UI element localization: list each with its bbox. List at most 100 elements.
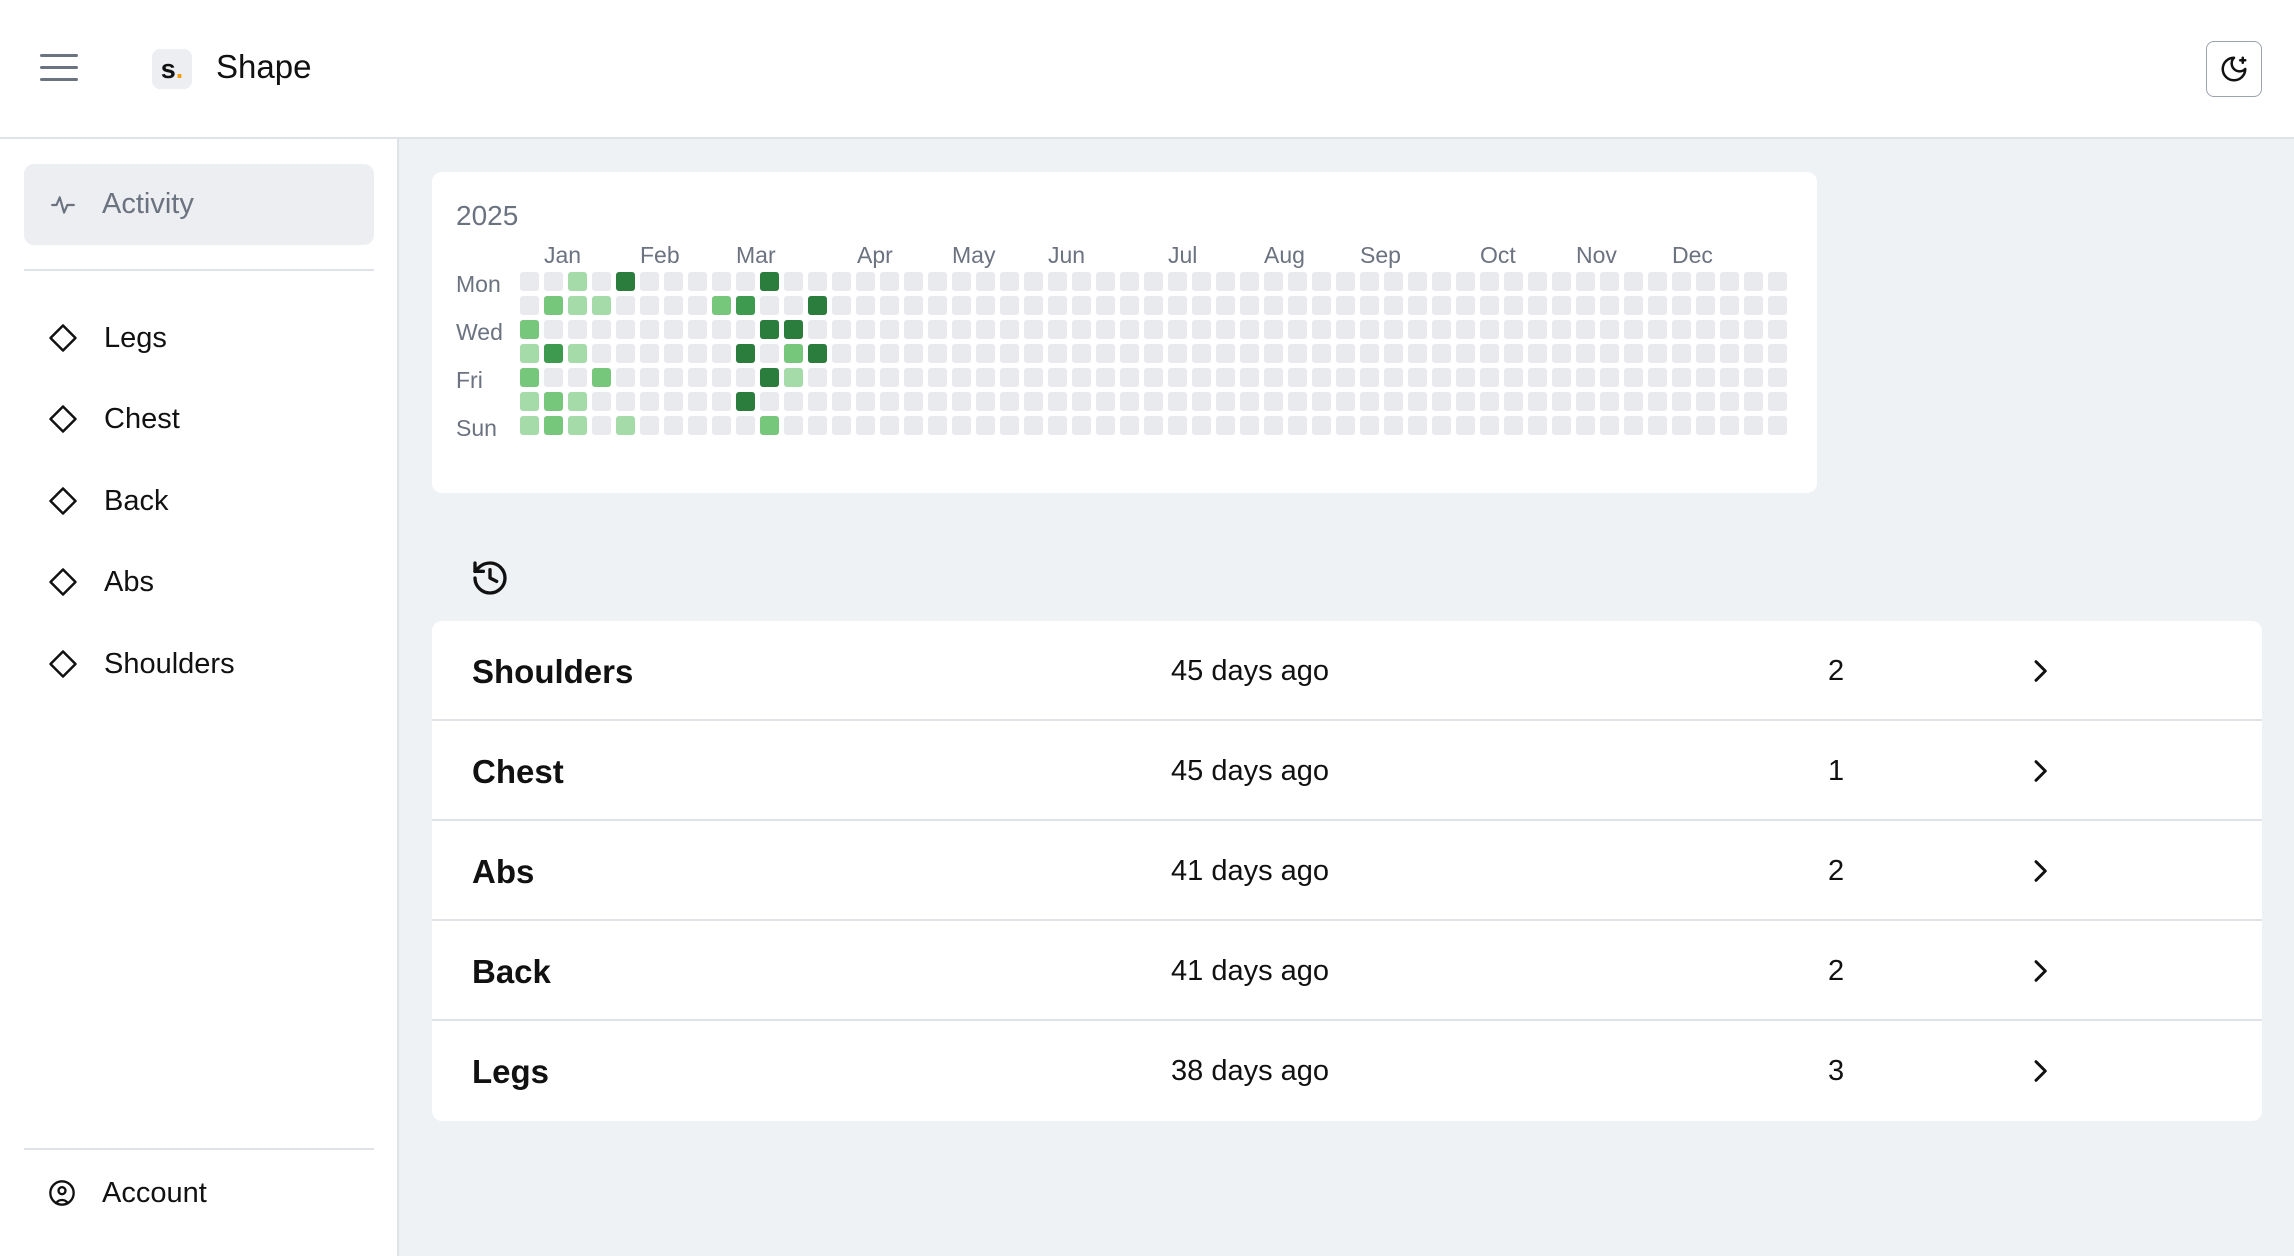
heatmap-day-cell <box>808 416 827 435</box>
heatmap-day-cell <box>1000 320 1019 339</box>
heatmap-day-cell <box>1576 392 1595 411</box>
heatmap-day-cell <box>760 344 779 363</box>
heatmap-day-cell <box>1168 320 1187 339</box>
heatmap-day-cell <box>1288 416 1307 435</box>
sidebar-item-shoulders[interactable]: Shoulders <box>24 629 374 699</box>
chevron-right-icon[interactable] <box>2024 755 2056 787</box>
heatmap-day-cell <box>616 296 635 315</box>
heatmap-day-cell <box>1048 344 1067 363</box>
heatmap-day-cell <box>688 392 707 411</box>
heatmap-day-cell <box>736 368 755 387</box>
sidebar-item-label: Activity <box>102 188 194 220</box>
heatmap-day-cell <box>976 296 995 315</box>
table-row[interactable]: Back 41 days ago 2 <box>432 921 2262 1021</box>
heatmap-day-cell <box>544 344 563 363</box>
heatmap-day-cell <box>688 416 707 435</box>
heatmap-day-cell <box>1096 416 1115 435</box>
month-label: Oct <box>1480 242 1516 268</box>
heatmap-day-cell <box>1528 392 1547 411</box>
heatmap-day-cell <box>1408 344 1427 363</box>
heatmap-day-cell <box>928 344 947 363</box>
sidebar-item-label: Shoulders <box>104 647 235 680</box>
heatmap-day-cell <box>1216 392 1235 411</box>
heatmap-day-cell <box>832 296 851 315</box>
heatmap-day-cell <box>1696 296 1715 315</box>
heatmap-day-cell <box>1432 272 1451 291</box>
heatmap-day-cell <box>1408 368 1427 387</box>
heatmap-day-cell <box>1216 416 1235 435</box>
heatmap-day-cell <box>1168 368 1187 387</box>
workout-name: Legs <box>472 1053 550 1090</box>
table-row[interactable]: Abs 41 days ago 2 <box>432 821 2262 921</box>
heatmap-day-cell <box>976 272 995 291</box>
heatmap-day-cell <box>1768 296 1787 315</box>
heatmap-day-cell <box>1264 344 1283 363</box>
table-row[interactable]: Legs 38 days ago 3 <box>432 1021 2262 1121</box>
heatmap-day-cell <box>1432 416 1451 435</box>
heatmap-day-cell <box>1432 392 1451 411</box>
sidebar-item-back[interactable]: Back <box>24 466 374 536</box>
heatmap-day-cell <box>1144 416 1163 435</box>
theme-toggle-button[interactable] <box>2206 41 2262 97</box>
heatmap-day-cell <box>808 368 827 387</box>
heatmap-day-cell <box>1072 416 1091 435</box>
heatmap-day-cell <box>952 296 971 315</box>
heatmap-day-cell <box>1240 296 1259 315</box>
heatmap-day-cell <box>736 296 755 315</box>
sidebar-item-account[interactable]: Account <box>24 1158 374 1228</box>
chevron-right-icon[interactable] <box>2024 855 2056 887</box>
heatmap-day-cell <box>520 344 539 363</box>
heatmap-day-cell <box>928 320 947 339</box>
heatmap-day-cell <box>1720 272 1739 291</box>
heatmap-day-cell <box>880 272 899 291</box>
heatmap-day-cell <box>1360 344 1379 363</box>
chevron-right-icon[interactable] <box>2024 655 2056 687</box>
heatmap-day-cell <box>1432 344 1451 363</box>
heatmap-day-cell <box>1600 392 1619 411</box>
heatmap-day-cell <box>1360 296 1379 315</box>
heatmap-day-cell <box>1720 344 1739 363</box>
logo-dot: . <box>175 54 184 84</box>
heatmap-day-cell <box>592 344 611 363</box>
heatmap-day-cell <box>1048 416 1067 435</box>
heatmap-day-cell <box>1120 296 1139 315</box>
month-label: Feb <box>640 242 680 268</box>
heatmap-day-cell <box>1192 272 1211 291</box>
heatmap-day-cell <box>520 392 539 411</box>
heatmap-day-cell <box>1576 368 1595 387</box>
heatmap-day-cell <box>1648 392 1667 411</box>
heatmap-day-cell <box>1696 272 1715 291</box>
sidebar-item-abs[interactable]: Abs <box>24 547 374 617</box>
heatmap-day-cell <box>1408 272 1427 291</box>
chevron-right-icon[interactable] <box>2024 1055 2056 1087</box>
heatmap-day-cell <box>1024 320 1043 339</box>
heatmap-day-cell <box>1624 272 1643 291</box>
heatmap-day-cell <box>856 272 875 291</box>
heatmap-day-cell <box>1192 344 1211 363</box>
hamburger-menu-icon[interactable] <box>40 52 78 84</box>
heatmap-day-cell <box>1336 368 1355 387</box>
table-row[interactable]: Chest 45 days ago 1 <box>432 721 2262 821</box>
heatmap-day-cell <box>1168 296 1187 315</box>
heatmap-day-cell <box>1528 344 1547 363</box>
heatmap-day-cell <box>1336 320 1355 339</box>
heatmap-day-cell <box>1504 344 1523 363</box>
chevron-right-icon[interactable] <box>2024 955 2056 987</box>
heatmap-day-cell <box>1600 272 1619 291</box>
heatmap-day-cell <box>1024 272 1043 291</box>
heatmap-day-cell <box>1696 416 1715 435</box>
sidebar-item-chest[interactable]: Chest <box>24 384 374 454</box>
month-label: Mar <box>736 242 776 268</box>
sidebar-item-legs[interactable]: Legs <box>24 303 374 373</box>
heatmap-day-cell <box>1528 368 1547 387</box>
heatmap-day-cell <box>856 416 875 435</box>
workout-count: 3 <box>1828 1055 1845 1087</box>
heatmap-day-cell <box>640 296 659 315</box>
heatmap-day-cell <box>1552 368 1571 387</box>
sidebar-item-activity[interactable]: Activity <box>24 164 374 245</box>
table-row[interactable]: Shoulders 45 days ago 2 <box>432 621 2262 721</box>
sidebar: Activity Legs Chest Back Abs Shoulders A… <box>0 139 399 1256</box>
heatmap-day-cell <box>1504 320 1523 339</box>
heatmap-day-cell <box>928 296 947 315</box>
history-clock-icon[interactable] <box>470 558 510 598</box>
